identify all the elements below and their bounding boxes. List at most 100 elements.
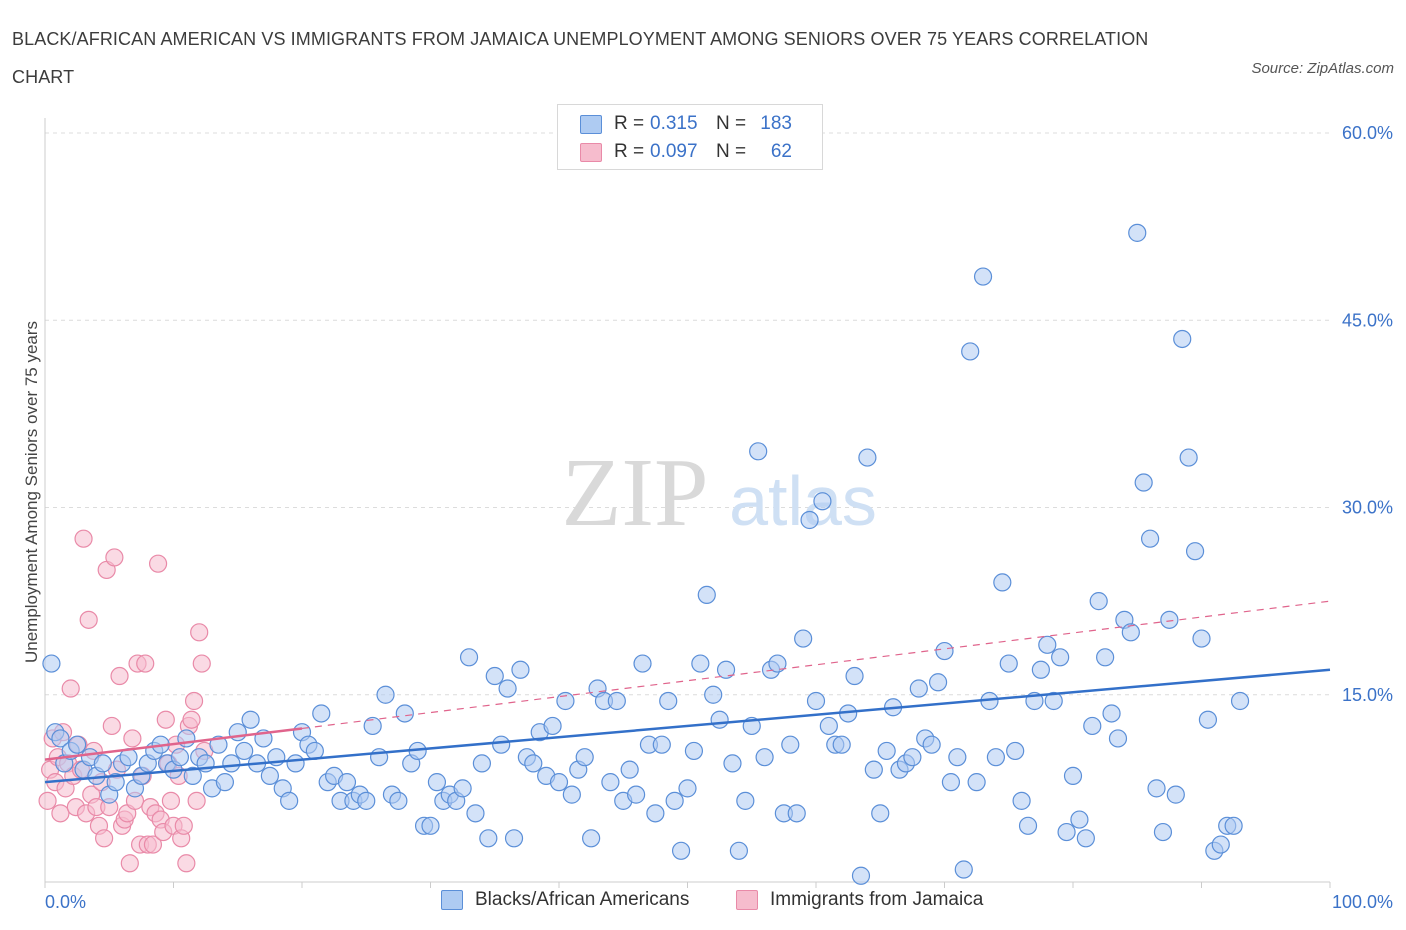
y-tick-label: 45.0% <box>1342 310 1393 330</box>
blacks-point <box>286 754 305 773</box>
blacks-point <box>716 660 736 679</box>
blacks-point <box>1018 816 1038 835</box>
blacks-point <box>575 748 594 767</box>
legend-label-blacks: Blacks/African Americans <box>475 889 690 910</box>
n-value: 62 <box>770 141 792 162</box>
blacks-point <box>337 773 357 792</box>
blacks-point <box>562 785 581 804</box>
blacks-point <box>280 791 299 810</box>
jamaica-trend-line <box>44 727 303 761</box>
blacks-point <box>183 766 202 785</box>
blacks-point <box>1083 716 1102 736</box>
legend-row-pink: R = 0.097 N = 62 <box>580 139 792 165</box>
axes <box>44 118 1331 888</box>
y-tick-label: 60.0% <box>1342 123 1393 143</box>
blacks-point <box>1108 729 1128 748</box>
trend-lines <box>44 600 1331 784</box>
blacks-point <box>697 585 716 604</box>
blacks-point <box>209 735 228 754</box>
jamaica-point <box>148 554 168 573</box>
blacks-point <box>549 773 569 792</box>
blacks-point <box>659 691 678 711</box>
blacks-point <box>646 804 665 823</box>
pink-swatch <box>736 890 758 910</box>
blacks-point <box>723 754 742 773</box>
blacks-point <box>781 735 800 754</box>
blacks-point <box>453 779 472 798</box>
blacks-point <box>922 735 941 754</box>
blacks-point <box>1096 648 1115 667</box>
jamaica-point <box>95 829 114 848</box>
blacks-point <box>466 804 485 823</box>
blacks-point <box>1063 766 1083 785</box>
blacks-point <box>1070 810 1089 829</box>
grid-lines <box>45 132 1330 696</box>
chart-title: BLACK/AFRICAN AMERICAN VS IMMIGRANTS FRO… <box>12 29 1149 87</box>
blacks-point <box>106 773 125 792</box>
blacks-point <box>986 748 1006 767</box>
series-legend: Blacks/African Americans Immigrants from… <box>0 889 1406 915</box>
legend-item-jamaica[interactable]: Immigrants from Jamaica <box>736 889 983 911</box>
jamaica-point <box>161 791 181 810</box>
blacks-point <box>1089 592 1108 611</box>
jamaica-point <box>79 610 98 629</box>
blacks-point <box>427 773 447 792</box>
blacks-point <box>170 748 190 767</box>
watermark-atlas: atlas <box>729 462 877 540</box>
blacks-point <box>1153 822 1173 842</box>
blacks-point <box>556 691 575 711</box>
x-tick-label: 100.0% <box>1332 892 1393 912</box>
blacks-point <box>736 791 755 810</box>
n-label: N = <box>716 113 747 134</box>
jamaica-point <box>187 791 206 810</box>
blacks-point <box>511 660 530 679</box>
legend-label-jamaica: Immigrants from Jamaica <box>770 889 984 910</box>
blacks-point <box>691 654 710 673</box>
tick-labels: 15.0% 30.0% 45.0% 60.0% 0.0% 100.0% <box>45 123 1393 912</box>
jamaica-point <box>61 679 80 698</box>
blacks-point <box>652 735 671 754</box>
blacks-point <box>1051 648 1070 667</box>
blacks-point <box>941 773 961 792</box>
blacks-point <box>1012 791 1031 810</box>
blacks-point <box>1166 785 1185 804</box>
blacks-point <box>671 841 691 860</box>
blacks-point <box>819 716 838 736</box>
jamaica-trend-extension <box>301 600 1331 730</box>
blacks-point <box>1179 448 1198 467</box>
blacks-point <box>864 760 883 779</box>
blacks-point <box>877 741 896 761</box>
blacks-point <box>710 710 729 729</box>
watermark-zip: ZIP <box>562 439 709 547</box>
source-label: Source: ZipAtlas.com <box>1251 60 1394 77</box>
jamaica-point <box>74 529 93 548</box>
blacks-point <box>472 754 491 773</box>
blacks-point <box>1006 741 1025 761</box>
blacks-point <box>806 691 826 711</box>
blacks-point <box>312 704 331 723</box>
blacks-point <box>421 816 440 835</box>
n-label: N = <box>716 141 747 162</box>
blacks-point <box>954 860 973 879</box>
blacks-point <box>504 829 524 848</box>
blue-swatch <box>441 890 463 910</box>
blacks-point <box>973 267 993 286</box>
blacks-point <box>363 716 382 736</box>
blacks-point <box>222 754 241 773</box>
blue-swatch <box>580 114 602 134</box>
jamaica-point <box>51 804 70 823</box>
blacks-point <box>479 829 498 848</box>
legend-item-blacks[interactable]: Blacks/African Americans <box>441 889 689 911</box>
blacks-point <box>492 735 511 754</box>
jamaica-point <box>192 654 211 673</box>
blacks-point <box>1211 835 1230 854</box>
blacks-point <box>948 748 967 767</box>
blacks-point <box>871 804 890 823</box>
jamaica-point <box>143 835 163 854</box>
jamaica-point <box>184 691 204 711</box>
blacks-point <box>787 804 806 823</box>
watermark: ZIP atlas <box>562 439 877 547</box>
jamaica-point <box>102 716 121 736</box>
blacks-point <box>961 342 980 361</box>
